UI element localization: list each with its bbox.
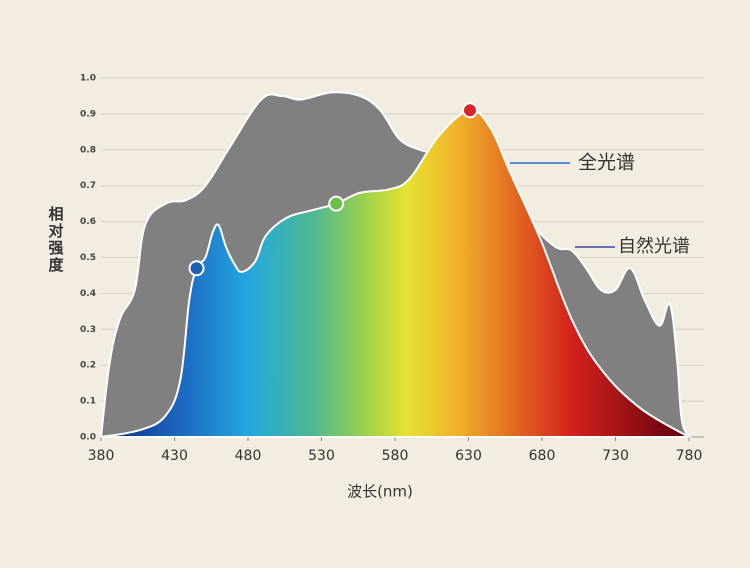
legend-label: 自然光谱 [618,236,690,257]
peak-marker [328,195,345,212]
y-tick-label: 0.6 [80,217,96,227]
y-tick-label: 0.2 [80,361,96,371]
y-axis-title: 相对强度 [47,205,65,274]
y-tick-label: 0.7 [80,181,96,191]
peak-marker [461,102,478,119]
y-tick-label: 0.5 [80,253,96,263]
x-tick-label: 430 [161,448,188,464]
y-tick-label: 1.0 [80,74,96,84]
y-tick-label: 0.4 [80,289,96,299]
x-tick-label: 580 [382,448,409,464]
y-tick-label: 0.8 [80,145,96,155]
x-tick-label: 380 [88,448,115,464]
x-tick-label: 630 [455,448,482,464]
x-tick-label: 480 [235,448,262,464]
y-tick-label: 0.3 [80,325,96,335]
x-tick-label: 780 [676,448,703,464]
x-tick-label: 530 [308,448,335,464]
y-tick-label: 0.9 [80,109,96,119]
x-tick-label: 730 [602,448,629,464]
peak-marker [188,260,205,277]
x-axis-title: 波长(nm) [347,483,413,501]
y-tick-label: 0.1 [80,397,96,407]
legend-label: 全光谱 [578,152,635,174]
y-tick-label: 0.0 [80,433,96,443]
x-tick-label: 680 [529,448,556,464]
